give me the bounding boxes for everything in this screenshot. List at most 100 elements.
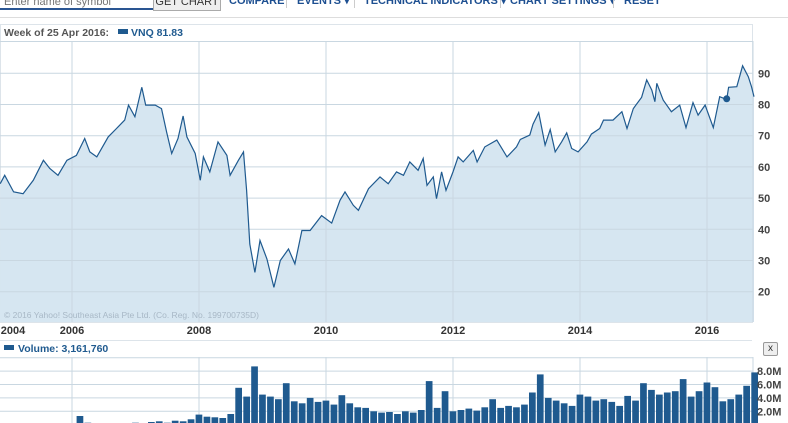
volume-bar — [735, 394, 743, 423]
copyright-text: © 2016 Yahoo! Southeast Asia Pte Ltd. (C… — [4, 310, 259, 320]
x-tick-label: 2004 — [1, 325, 26, 337]
y-tick-label: 90 — [758, 68, 770, 80]
volume-bar — [290, 401, 298, 423]
volume-bar — [362, 407, 369, 423]
y-tick-label: 70 — [758, 131, 770, 143]
volume-bar — [171, 420, 179, 423]
volume-bar — [314, 401, 322, 423]
volume-bar — [663, 392, 671, 423]
volume-legend-swatch-icon — [4, 345, 14, 350]
compare-link[interactable]: COMPARE — [229, 0, 285, 7]
close-volume-button[interactable]: x — [763, 342, 778, 356]
toolbar-divider — [0, 17, 788, 18]
volume-bar — [743, 385, 750, 423]
x-tick-label: 2012 — [441, 325, 465, 337]
y-tick-label: 60 — [758, 162, 770, 174]
volume-bar — [465, 408, 473, 423]
volume-bar — [267, 396, 274, 423]
volume-bar — [568, 405, 576, 423]
volume-bar — [536, 374, 544, 423]
volume-bar — [505, 405, 512, 423]
volume-bar — [155, 421, 163, 423]
volume-bars — [76, 366, 758, 423]
volume-bar — [473, 410, 481, 423]
volume-bar — [457, 410, 465, 423]
volume-bar — [298, 403, 306, 423]
volume-bar — [402, 411, 409, 423]
x-tick-label: 2006 — [60, 325, 84, 337]
volume-bar — [552, 400, 560, 423]
volume-bar — [227, 414, 235, 423]
price-line — [0, 64, 755, 288]
volume-bar — [330, 404, 338, 423]
volume-bar — [497, 407, 504, 423]
x-tick-label: 2014 — [568, 325, 593, 337]
volume-bar — [354, 407, 362, 423]
y-tick-label: 30 — [758, 256, 770, 268]
volume-bar — [417, 410, 425, 423]
volume-bar — [592, 400, 600, 423]
volume-bar — [648, 389, 655, 423]
volume-bar — [338, 395, 346, 423]
volume-bar — [560, 403, 568, 423]
volume-y-axis: 2.0M4.0M6.0M 8.0M — [757, 366, 781, 418]
volume-bar — [632, 400, 639, 423]
volume-bar — [513, 407, 520, 423]
volume-bar — [751, 372, 758, 423]
x-tick-label: 2008 — [187, 325, 211, 337]
toolbar-separator — [354, 0, 355, 8]
volume-bar — [179, 421, 187, 423]
volume-bar — [481, 407, 489, 423]
volume-tick-label: 6.0M — [757, 380, 781, 392]
volume-bar — [679, 379, 687, 423]
volume-bar — [521, 404, 528, 423]
volume-bar — [576, 394, 584, 423]
technical-indicators-menu[interactable]: TECHNICAL INDICATORS ▾ — [364, 0, 507, 7]
reset-link[interactable]: RESET — [624, 0, 661, 7]
volume-bar — [544, 397, 552, 423]
volume-bar — [695, 391, 703, 423]
volume-bar — [584, 396, 592, 423]
chart-toolbar: GET CHART COMPARE EVENTS ▾ TECHNICAL IND… — [0, 0, 788, 11]
volume-bar — [640, 383, 647, 423]
volume-bar — [76, 416, 84, 423]
volume-bar — [211, 417, 219, 423]
x-tick-label: 2010 — [314, 325, 338, 337]
chart-settings-menu[interactable]: CHART SETTINGS ▾ — [510, 0, 616, 7]
volume-bar — [600, 399, 608, 423]
volume-bar — [409, 412, 417, 423]
volume-bar — [378, 412, 385, 423]
volume-bar — [687, 396, 695, 423]
volume-tick-label: 8.0M — [757, 366, 781, 378]
volume-bar — [370, 411, 377, 423]
volume-bar — [386, 412, 393, 423]
volume-bar — [433, 407, 441, 423]
toolbar-separator — [613, 0, 614, 8]
volume-bar — [394, 414, 401, 423]
volume-bar — [346, 403, 354, 423]
volume-bar — [322, 400, 330, 423]
volume-bar — [489, 399, 496, 423]
volume-bar — [624, 395, 631, 423]
volume-bar — [243, 396, 250, 423]
volume-bar — [703, 382, 711, 423]
volume-bar — [608, 401, 616, 423]
volume-bar — [616, 405, 623, 423]
legend-swatch-icon — [118, 29, 128, 34]
volume-bar — [275, 399, 282, 423]
y-tick-label: 20 — [758, 287, 770, 299]
volume-bar — [282, 383, 290, 423]
volume-bar — [219, 418, 227, 423]
volume-bar — [656, 394, 663, 423]
toolbar-separator — [286, 0, 287, 8]
x-axis: 2004 2006 2008 2010 2012 2014 2016 — [1, 325, 719, 337]
get-chart-button[interactable]: GET CHART — [153, 0, 221, 11]
volume-bar — [259, 394, 266, 423]
volume-bar — [529, 392, 536, 423]
volume-bar — [727, 399, 735, 423]
y-tick-label: 50 — [758, 193, 770, 205]
events-menu[interactable]: EVENTS ▾ — [297, 0, 350, 7]
price-area — [0, 65, 754, 323]
volume-label: Volume: 3,161,760 — [18, 343, 108, 355]
